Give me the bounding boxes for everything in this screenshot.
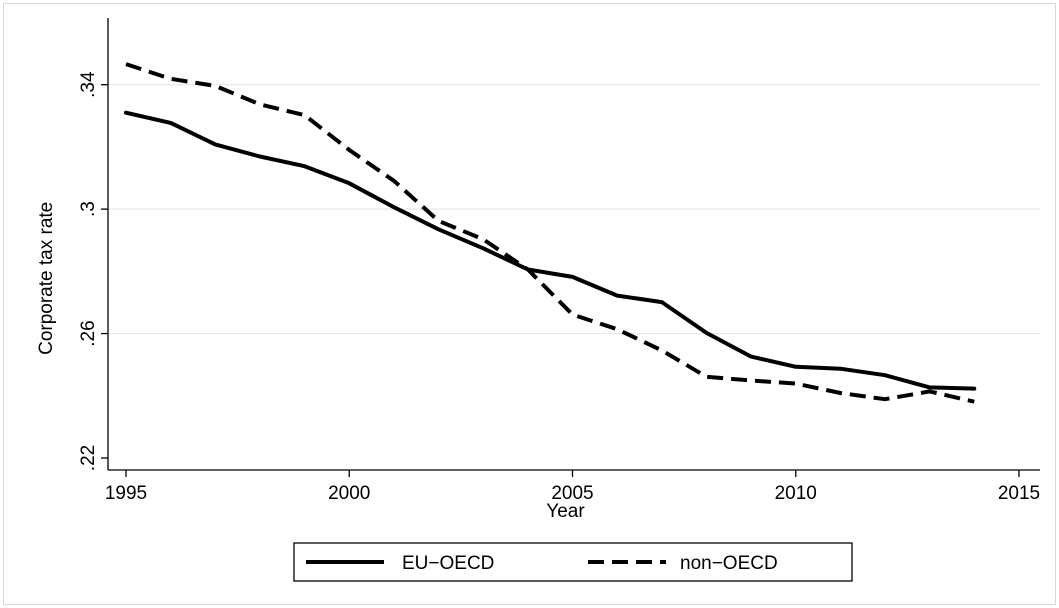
series-lines [124, 62, 977, 404]
y-tick-label: .3 [78, 201, 99, 217]
legend-label-eu-oecd: EU−OECD [402, 553, 494, 574]
y-tick-label: .26 [78, 320, 99, 346]
y-tick-label: .22 [78, 445, 99, 471]
y-tick-label: .34 [78, 71, 99, 98]
legend: EU−OECD non−OECD [293, 542, 853, 582]
chart-frame [3, 3, 1056, 605]
x-axis-title: Year [546, 501, 585, 522]
x-tick-label: 2005 [551, 483, 593, 504]
axes: .22 .26 .3 .34 1995 2000 2005 2010 2015 [78, 18, 1040, 504]
x-tick-label: 2010 [775, 483, 817, 504]
gridlines [3, 3, 1056, 605]
series-line-eu-oecd [124, 110, 977, 391]
series-line-non-oecd [125, 62, 975, 404]
x-tick-label: 1995 [105, 483, 147, 504]
y-axis-title: Corporate tax rate [36, 202, 57, 355]
x-tick-label: 2015 [998, 483, 1040, 504]
legend-label-non-oecd: non−OECD [680, 553, 778, 574]
x-tick-label: 2000 [328, 483, 370, 504]
legend-box [293, 542, 853, 582]
